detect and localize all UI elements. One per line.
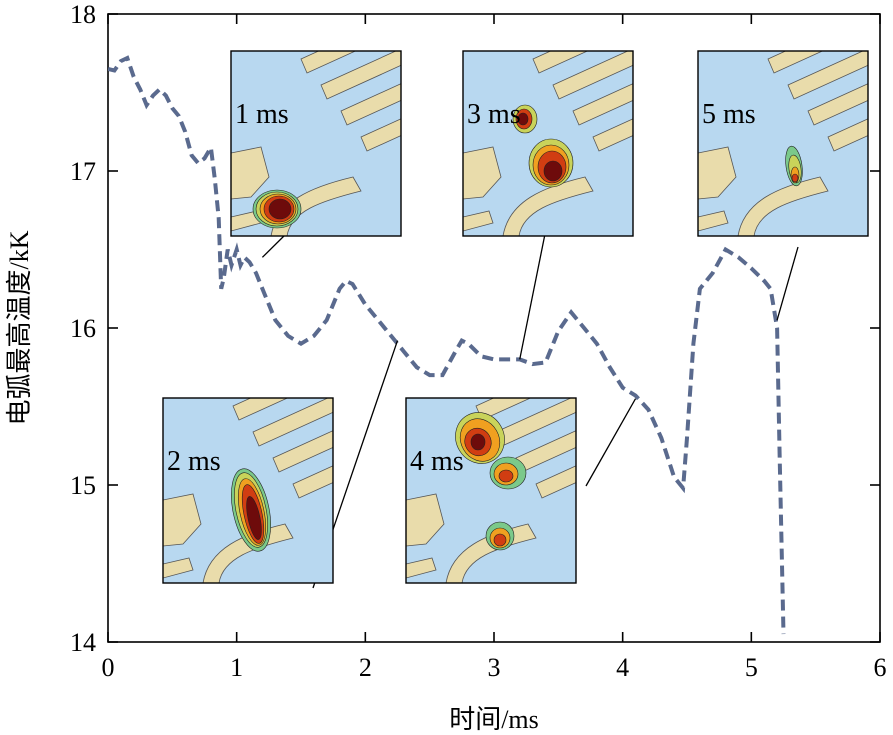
electrode-bar <box>232 398 289 421</box>
y-axis-label: 电弧最高温度/kK <box>5 230 34 425</box>
electrode-block <box>163 493 202 547</box>
inset-3ms: 3 ms <box>462 50 634 237</box>
electrode-bar <box>300 51 357 74</box>
x-tick-label: 6 <box>874 653 887 682</box>
electrode-bar <box>572 83 633 126</box>
leader-line <box>776 246 799 321</box>
inset-frame <box>405 397 577 584</box>
inset-time-label: 1 ms <box>235 99 289 130</box>
electrode-block <box>406 493 445 547</box>
arc-plasma-region <box>493 533 507 547</box>
y-tick-label: 15 <box>70 471 96 500</box>
electrode-bar <box>827 118 868 152</box>
inset-time-label: 4 ms <box>410 446 464 477</box>
electrode-contact <box>202 523 294 583</box>
leader-line <box>519 233 546 360</box>
arc-plasma-region <box>517 112 529 126</box>
x-tick-label: 2 <box>359 653 372 682</box>
electrode-bar <box>807 83 868 126</box>
electrode-block <box>463 210 494 232</box>
y-tick-label: 17 <box>70 157 96 186</box>
x-tick-label: 0 <box>102 653 115 682</box>
electrode-bar <box>535 465 576 499</box>
arc-plasma-region <box>470 433 486 451</box>
y-tick-label: 14 <box>70 628 96 657</box>
inset-frame <box>697 50 869 237</box>
electrode-bar <box>767 51 824 74</box>
electrode-bar <box>532 51 589 74</box>
arc-plasma-region <box>498 469 514 483</box>
arc-plasma-region <box>791 173 799 183</box>
inset-time-label: 3 ms <box>467 99 521 130</box>
arc-plasma-region <box>246 496 262 540</box>
x-tick-label: 5 <box>745 653 758 682</box>
x-tick-label: 1 <box>230 653 243 682</box>
x-tick-label: 4 <box>616 653 629 682</box>
electrode-bar <box>272 430 333 473</box>
inset-frame <box>230 50 402 237</box>
electrode-contact <box>502 176 594 236</box>
inset-5ms: 5 ms <box>697 50 869 237</box>
arc-plasma-region <box>543 160 563 182</box>
electrode-bar <box>292 465 333 499</box>
inset-4ms: 4 ms <box>405 397 577 584</box>
electrode-block <box>163 557 194 579</box>
inset-time-label: 5 ms <box>702 99 756 130</box>
arc-plasma-region <box>268 198 292 220</box>
y-tick-label: 16 <box>70 314 96 343</box>
electrode-block <box>698 146 737 200</box>
inset-time-label: 2 ms <box>167 446 221 477</box>
electrode-block <box>231 146 270 200</box>
electrode-bar <box>592 118 633 152</box>
x-tick-label: 3 <box>488 653 501 682</box>
electrode-block <box>463 146 502 200</box>
inset-frame <box>462 50 634 237</box>
electrode-bar <box>360 118 401 152</box>
inset-frame <box>162 397 334 584</box>
axis-ticks <box>107 13 881 643</box>
y-tick-label: 18 <box>70 0 96 29</box>
series-line <box>108 55 786 635</box>
electrode-bar <box>340 83 401 126</box>
electrode-block <box>698 210 729 232</box>
electrode-contact <box>737 176 829 236</box>
leader-line <box>585 398 637 487</box>
x-axis-label: 时间/ms <box>449 705 539 734</box>
inset-2ms: 2 ms <box>162 397 334 584</box>
x-tick-labels: 0 1 2 3 4 5 6 <box>102 653 887 682</box>
y-tick-labels: 14 15 16 17 18 <box>70 0 96 657</box>
inset-1ms: 1 ms <box>230 50 402 237</box>
electrode-block <box>406 557 437 579</box>
